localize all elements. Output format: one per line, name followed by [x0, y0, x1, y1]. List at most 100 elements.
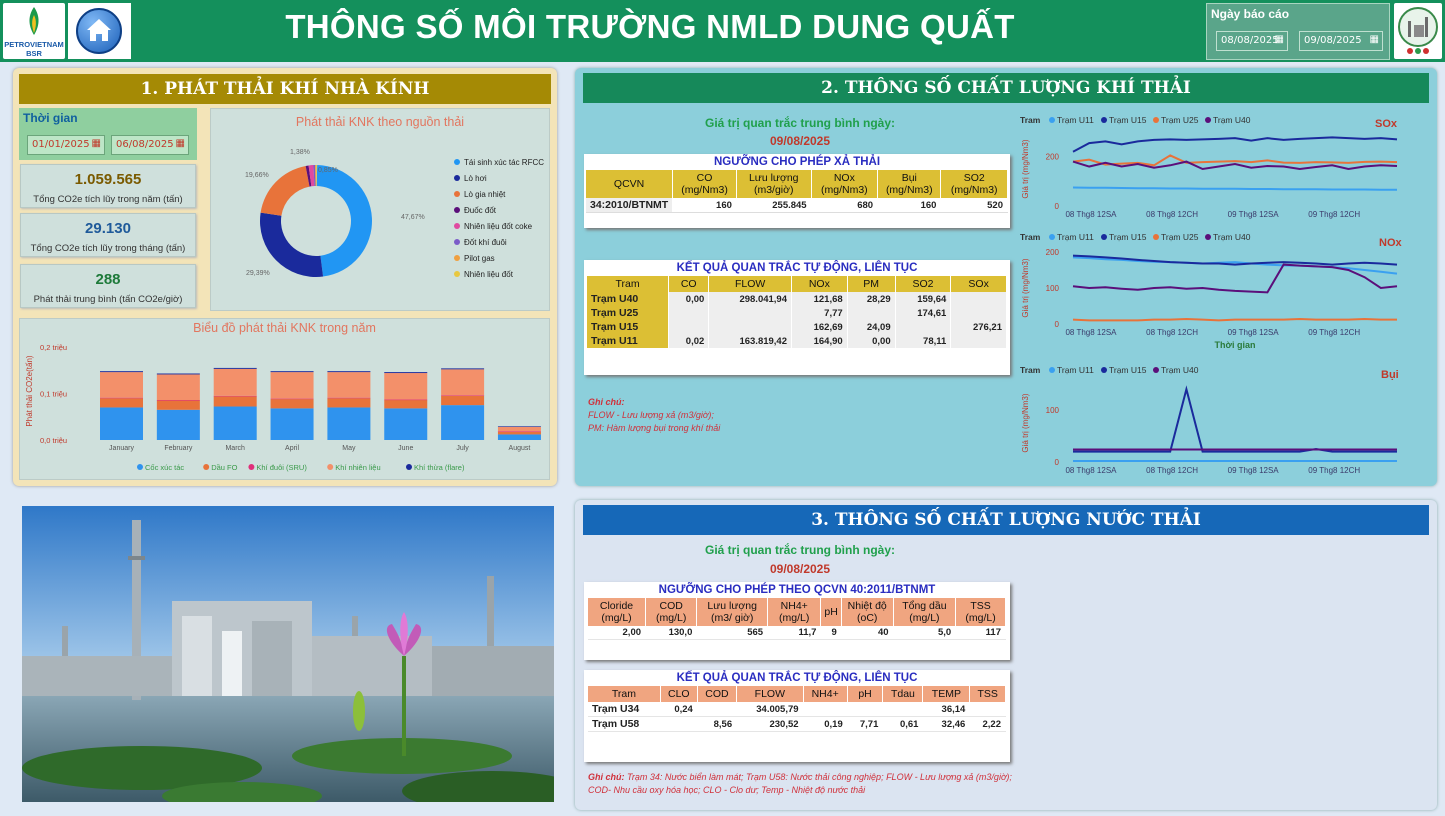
table-header-cell[interactable]: SOx	[950, 276, 1007, 292]
table-header-cell[interactable]: TSS (mg/L)	[955, 598, 1006, 626]
table-header-cell[interactable]: FLOW	[736, 686, 804, 702]
legend-label: Trạm U15	[1109, 115, 1147, 125]
table-header-cell[interactable]: CO (mg/Nm3)	[672, 170, 737, 198]
series-line	[1073, 385, 1397, 453]
table-header-cell[interactable]: COD (mg/L)	[645, 598, 698, 626]
legend-label: Tái sinh xúc tác RFCC	[464, 157, 545, 167]
y-tick-label: 100	[1046, 406, 1060, 415]
report-date-to[interactable]: 09/08/2025 ▦	[1299, 31, 1383, 51]
series-line	[1072, 186, 1397, 191]
legend-title: Tram	[1020, 232, 1041, 242]
donut-legend-item[interactable]: Tái sinh xúc tác RFCC	[454, 154, 544, 170]
donut-legend-item[interactable]: Nhiên liệu đốt coke	[454, 218, 544, 234]
donut-legend-item[interactable]: Đốt khí đuôi	[454, 234, 544, 250]
y-axis-label: Giá trị (mg/Nm3)	[1021, 139, 1030, 198]
table-header-cell[interactable]: Tram	[588, 686, 661, 702]
kpi-avg-emission: 288 Phát thải trung bình (tấn CO2e/giờ)	[20, 264, 196, 308]
ghg-monthly-bar-chart: Phát thải CO2e(tấn) 0,0 triệu 0,1 triệu 0,2…	[25, 343, 541, 472]
ghg-title: 1. PHÁT THẢI KHÍ NHÀ KÍNH	[19, 74, 551, 104]
legend-dot-icon	[406, 464, 412, 470]
table-header-cell[interactable]: pH	[847, 686, 884, 702]
bar-legend-label: Khí nhiên liệu	[335, 463, 380, 472]
x-tick-label: 08 Thg8 12SA	[1065, 210, 1117, 219]
table-header-cell[interactable]: Tram	[587, 276, 670, 292]
table-header-cell[interactable]: Nhiệt độ (oC)	[841, 598, 894, 626]
table-header-cell[interactable]: CLO	[660, 686, 698, 702]
bar-segment	[156, 409, 200, 440]
table-header-cell[interactable]: PM	[847, 276, 896, 292]
petrovietnam-logo: PETROVIETNAM BSR	[3, 3, 65, 59]
legend-label: Pilot gas	[464, 253, 495, 263]
legend-dot-icon	[327, 464, 334, 470]
x-tick-label: 09 Thg8 12SA	[1228, 466, 1280, 475]
bar-segment	[441, 405, 485, 440]
table-cell: 28,29	[847, 292, 896, 306]
legend-dot-icon	[454, 255, 460, 261]
gas-result-card: KẾT QUẢ QUAN TRẮC TỰ ĐỘNG, LIÊN TỤC Tram…	[584, 260, 1010, 375]
table-header-cell[interactable]: SO2 (mg/Nm3)	[940, 170, 1008, 198]
table-row[interactable]: Trạm U58 8,56 230,52 0,19 7,71 0,61 32,46 2,22	[588, 716, 1006, 732]
time-date-to[interactable]: 06/08/2025 ▦	[111, 135, 189, 155]
water-avg-label: Giá trị quan trắc trung bình ngày:	[704, 543, 895, 557]
logo-text: PETROVIETNAM	[4, 40, 64, 49]
table-header-cell[interactable]: Lưu lượng (m3/ giờ)	[696, 598, 769, 626]
table-cell	[708, 306, 792, 320]
report-date-from[interactable]: 08/08/2025 ▦	[1216, 31, 1288, 51]
table-header-cell[interactable]: CO	[668, 276, 710, 292]
home-icon	[87, 19, 111, 41]
table-row[interactable]: Trạm U34 0,24 34.005,79 36,14	[588, 702, 1006, 717]
water-limit-table: Cloride (mg/L) COD (mg/L) Lưu lượng (m3/ g…	[588, 598, 1006, 640]
time-date-from[interactable]: 01/01/2025 ▦	[27, 135, 105, 155]
table-header-cell[interactable]: TEMP	[922, 686, 971, 702]
nox-line-chart: Tram Trạm U11 Trạm U15 Trạm U25 Trạm U40 NOx G…	[1020, 232, 1403, 350]
table-header-cell[interactable]: Cloride (mg/L)	[588, 598, 647, 626]
table-header-cell[interactable]: Tổng dầu (mg/L)	[893, 598, 957, 626]
table-header-cell[interactable]: NOx	[791, 276, 848, 292]
table-header-cell[interactable]: pH	[820, 598, 842, 626]
table-header-cell[interactable]: COD	[697, 686, 738, 702]
legend-label: Đuốc đốt	[464, 205, 497, 215]
table-row[interactable]: Trạm U15 162,69 24,09 276,21	[587, 320, 1007, 334]
y-axis-label: Giá trị (mg/Nm3)	[1021, 393, 1030, 452]
donut-legend-item[interactable]: Lò gia nhiệt	[454, 186, 544, 202]
home-button[interactable]	[76, 8, 122, 54]
table-header-cell[interactable]: SO2	[895, 276, 952, 292]
bar-legend-label: Cốc xúc tác	[145, 463, 184, 472]
kpi-value: 288	[95, 271, 121, 288]
donut-legend-item[interactable]: Pilot gas	[454, 250, 544, 266]
table-row[interactable]: Trạm U40 0,00 298.041,94 121,68 28,29 159,64	[587, 292, 1007, 306]
table-cell: 160	[672, 198, 737, 213]
table-header-cell[interactable]: QCVN	[586, 170, 674, 198]
bar-legend-label: Khí đuôi (SRU)	[256, 463, 307, 472]
table-header-cell[interactable]: NH4+ (mg/L)	[767, 598, 822, 626]
table-cell: 9	[820, 626, 842, 640]
bar-segment	[213, 367, 257, 369]
bar-segment	[497, 431, 541, 435]
water-line-chart	[1015, 548, 1430, 803]
table-row[interactable]: Trạm U11 0,02 163.819,42 164,90 0,00 78,11	[587, 334, 1007, 348]
table-header-cell[interactable]: TSS	[969, 686, 1006, 702]
series-line	[1072, 256, 1398, 275]
table-cell: 2,00	[588, 626, 647, 640]
gas-note-line: PM: Hàm lượng bụi trong khí thải	[588, 423, 721, 433]
donut-legend-item[interactable]: Nhiên liệu đốt	[454, 266, 544, 282]
gas-note-line: FLOW - Lưu lượng xả (m3/giờ);	[588, 410, 714, 420]
donut-legend-item[interactable]: Đuốc đốt	[454, 202, 544, 218]
table-header-cell[interactable]: NH4+	[803, 686, 848, 702]
legend-dot-icon	[203, 464, 210, 470]
table-header-cell[interactable]: NOx (mg/Nm3)	[811, 170, 879, 198]
table-cell	[697, 702, 738, 717]
donut-legend-item[interactable]: Lò hơi	[454, 170, 544, 186]
table-cell: 276,21	[950, 320, 1007, 334]
table-header-cell[interactable]: FLOW	[708, 276, 792, 292]
table-header-cell[interactable]: Bụi (mg/Nm3)	[877, 170, 942, 198]
x-tick-label: 08 Thg8 12SA	[1065, 328, 1117, 337]
table-header-cell[interactable]: Lưu lượng (m3/giờ)	[736, 170, 812, 198]
table-header-cell[interactable]: Tdau	[882, 686, 924, 702]
table-row[interactable]: Trạm U25 7,77 174,61	[587, 306, 1007, 320]
y-axis-label: Giá trị (mg/Nm3)	[1021, 258, 1030, 317]
series-line	[1072, 317, 1397, 322]
bar-segment	[327, 397, 371, 399]
legend-label: Trạm U25	[1161, 115, 1199, 125]
x-tick-label: August	[509, 445, 531, 452]
